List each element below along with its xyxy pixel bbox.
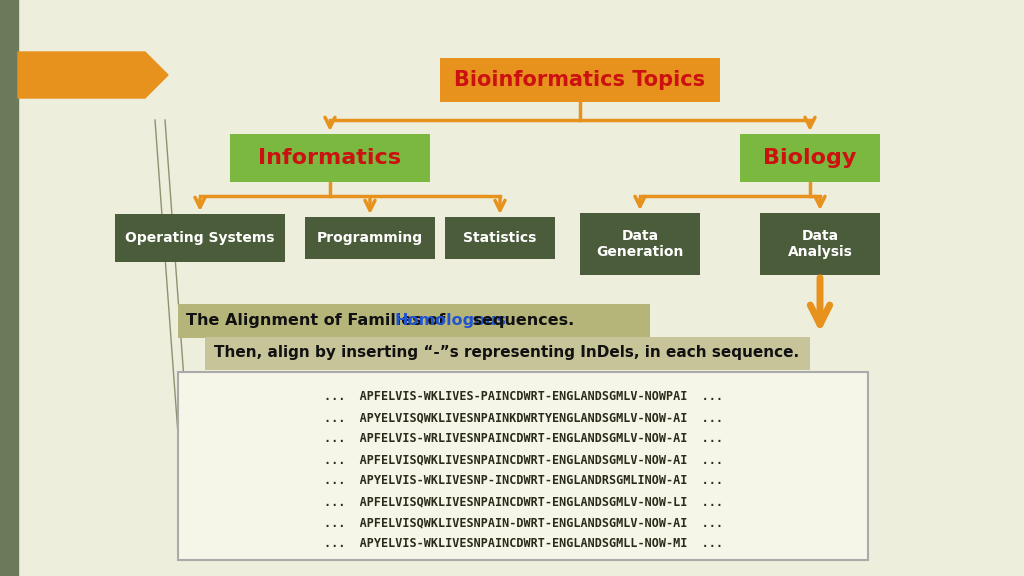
FancyBboxPatch shape — [440, 58, 720, 102]
Text: Informatics: Informatics — [258, 148, 401, 168]
FancyBboxPatch shape — [205, 337, 810, 370]
Text: Data
Analysis: Data Analysis — [787, 229, 852, 259]
Text: Biology: Biology — [763, 148, 857, 168]
Text: The Alignment of Families of: The Alignment of Families of — [186, 313, 451, 328]
Text: Statistics: Statistics — [463, 231, 537, 245]
Text: Then, align by inserting “-”s representing InDels, in each sequence.: Then, align by inserting “-”s representi… — [214, 346, 800, 361]
Text: ...  APFELVISQWKLIVESNPAINCDWRT-ENGLANDSGMLV-NOW-AI  ...: ... APFELVISQWKLIVESNPAINCDWRT-ENGLANDSG… — [324, 453, 723, 466]
Text: ...  APFELVIS-WKLIVES-PAINCDWRT-ENGLANDSGMLV-NOWPAI  ...: ... APFELVIS-WKLIVES-PAINCDWRT-ENGLANDSG… — [324, 390, 723, 403]
FancyBboxPatch shape — [178, 372, 868, 560]
Text: ...  APFELVIS-WRLIVESNPAINCDWRT-ENGLANDSGMLV-NOW-AI  ...: ... APFELVIS-WRLIVESNPAINCDWRT-ENGLANDSG… — [324, 432, 723, 445]
FancyBboxPatch shape — [445, 217, 555, 259]
Text: Operating Systems: Operating Systems — [125, 231, 274, 245]
FancyBboxPatch shape — [305, 217, 435, 259]
Text: ...  APYELVISQWKLIVESNPAINKDWRTYENGLANDSGMLV-NOW-AI  ...: ... APYELVISQWKLIVESNPAINKDWRTYENGLANDSG… — [324, 411, 723, 424]
Text: ...  APYELVIS-WKLIVESNPAINCDWRT-ENGLANDSGMLL-NOW-MI  ...: ... APYELVIS-WKLIVESNPAINCDWRT-ENGLANDSG… — [324, 537, 723, 550]
Text: Bioinformatics Topics: Bioinformatics Topics — [455, 70, 706, 90]
Text: sequences.: sequences. — [467, 313, 574, 328]
FancyBboxPatch shape — [580, 213, 700, 275]
FancyBboxPatch shape — [740, 134, 880, 182]
Bar — [0, 0, 18, 576]
Text: Data
Generation: Data Generation — [596, 229, 684, 259]
Text: Homologous: Homologous — [395, 313, 507, 328]
Text: ...  APFELVISQWKLIVESNPAINCDWRT-ENGLANDSGMLV-NOW-LI  ...: ... APFELVISQWKLIVESNPAINCDWRT-ENGLANDSG… — [324, 495, 723, 508]
FancyBboxPatch shape — [115, 214, 285, 262]
FancyBboxPatch shape — [230, 134, 430, 182]
FancyBboxPatch shape — [760, 213, 880, 275]
Text: ...  APFELVISQWKLIVESNPAIN-DWRT-ENGLANDSGMLV-NOW-AI  ...: ... APFELVISQWKLIVESNPAIN-DWRT-ENGLANDSG… — [324, 516, 723, 529]
FancyBboxPatch shape — [178, 304, 650, 338]
Text: Programming: Programming — [317, 231, 423, 245]
Text: ...  APYELVIS-WKLIVESNP-INCDWRT-ENGLANDRSGMLINOW-AI  ...: ... APYELVIS-WKLIVESNP-INCDWRT-ENGLANDRS… — [324, 474, 723, 487]
Polygon shape — [18, 52, 168, 98]
